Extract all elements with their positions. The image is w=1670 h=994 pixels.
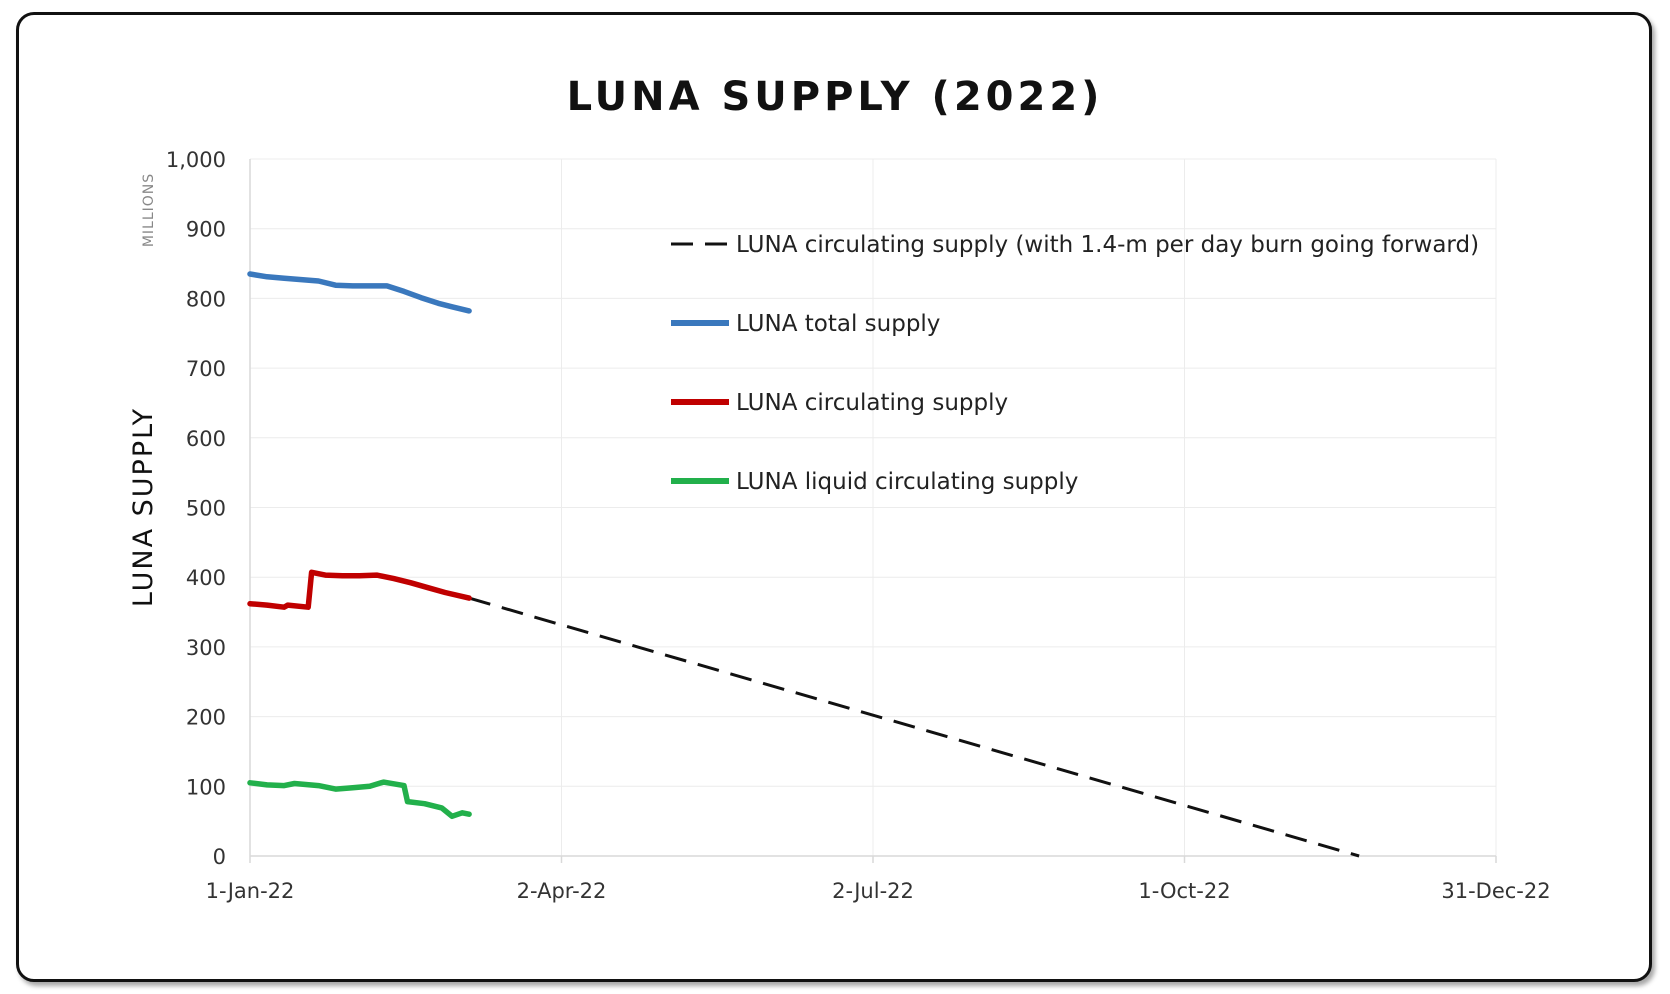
legend-label: LUNA circulating supply: [736, 390, 1008, 416]
y-tick-label: 900: [186, 218, 226, 242]
y-tick-label: 800: [186, 287, 226, 311]
x-tick-labels: 1-Jan-22 2-Apr-22 2-Jul-22 1-Oct-22 31-Dec-2…: [206, 879, 1551, 903]
y-tick-label: 400: [186, 566, 226, 590]
x-tick-label: 1-Jan-22: [206, 879, 295, 903]
y-tick-label: 500: [186, 497, 226, 521]
x-tick-label: 31-Dec-22: [1441, 879, 1550, 903]
y-tick-label: 100: [186, 775, 226, 799]
series-line-luna-liquid-circulating-supply: [247, 779, 472, 820]
legend-label: LUNA circulating supply (with 1.4-m per …: [736, 232, 1479, 258]
gridlines: [249, 158, 1497, 856]
y-axis-unit: MILLIONS: [141, 173, 157, 247]
x-tick-label: 2-Apr-22: [517, 879, 607, 903]
legend: LUNA circulating supply (with 1.4-m per …: [671, 232, 1479, 495]
legend-label: LUNA liquid circulating supply: [736, 469, 1078, 495]
y-tick-label: 200: [186, 706, 226, 730]
series-line-luna-total-supply: [247, 271, 472, 314]
y-tick-label: 1,000: [166, 148, 226, 172]
y-tick-label: 700: [186, 357, 226, 381]
series-line-luna-circulating-supply-with-1-4-m-per-day-burn-going-forward: [468, 596, 1360, 858]
series-lines: [247, 271, 1360, 858]
x-tick-label: 2-Jul-22: [832, 879, 914, 903]
y-tick-label: 0: [213, 845, 226, 869]
x-tick-label: 1-Oct-22: [1138, 879, 1230, 903]
y-axis-label: LUNA SUPPLY: [128, 407, 159, 607]
legend-label: LUNA total supply: [736, 311, 940, 337]
y-tick-label: 300: [186, 636, 226, 660]
chart-frame: [16, 12, 1652, 982]
y-tick-labels: 0 100 200 300 400 500 600 700 800 900 1,000: [166, 148, 226, 869]
y-tick-label: 600: [186, 427, 226, 451]
series-line-luna-circulating-supply: [247, 569, 472, 610]
chart-title: LUNA SUPPLY (2022): [567, 74, 1104, 120]
